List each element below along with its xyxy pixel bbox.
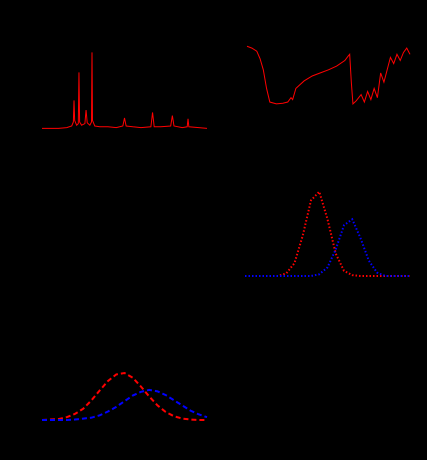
- data-line: [246, 45, 411, 105]
- data-line: [41, 371, 207, 421]
- data-line: [42, 388, 208, 421]
- data-line: [42, 52, 208, 129]
- data-line: [245, 217, 410, 277]
